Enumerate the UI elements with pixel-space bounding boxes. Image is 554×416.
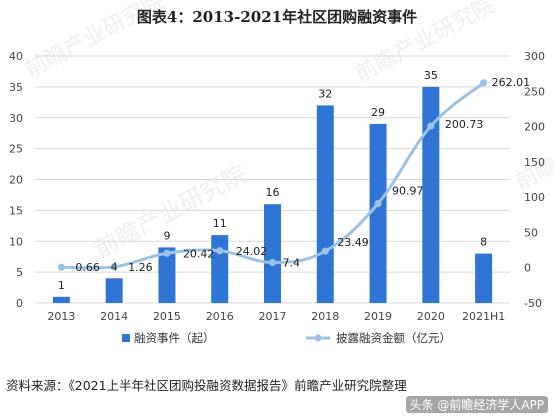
line-point	[57, 263, 65, 271]
line-point	[321, 247, 329, 255]
bar-value-label: 11	[213, 217, 227, 230]
watermark-text: 前瞻产业研究院	[21, 0, 169, 83]
left-tick-label: 30	[9, 112, 23, 125]
left-tick-label: 0	[16, 297, 23, 310]
line-value-label: 23.49	[337, 236, 369, 249]
bar	[316, 105, 334, 304]
chart-title: 图表4：2013-2021年社区团购融资事件	[136, 8, 418, 26]
line-point	[268, 258, 277, 267]
bar-value-label: 9	[163, 229, 170, 242]
line-value-label: 20.42	[183, 247, 215, 260]
line-value-label: 0.66	[75, 261, 100, 274]
bar	[211, 235, 229, 303]
line-point	[480, 79, 488, 87]
bar	[52, 296, 70, 303]
x-tick-label: 2020	[417, 310, 445, 323]
line-value-label: 1.26	[128, 261, 153, 274]
line-point	[216, 247, 224, 255]
bar	[369, 123, 387, 303]
line-path	[61, 81, 485, 270]
line-point	[427, 122, 435, 130]
line-point	[374, 199, 382, 208]
right-tick-label: 250	[524, 85, 545, 98]
bar-value-label: 16	[266, 186, 280, 199]
right-tick-label: 200	[524, 121, 545, 134]
x-tick-label: 2021H1	[462, 310, 505, 323]
axes: 0 5 10 15 20 25 30 35 40 -50 0 50 100 150 200 250 300 201…	[9, 50, 545, 323]
legend-bar-swatch	[122, 334, 130, 342]
bar	[422, 86, 440, 303]
left-tick-label: 25	[9, 143, 23, 156]
bar	[105, 278, 123, 303]
right-tick-label: 100	[524, 191, 545, 204]
source-note: 资料来源：《2021上半年社区团购投融资数据报告》前瞻产业研究院整理	[6, 378, 407, 393]
left-tick-label: 5	[16, 266, 23, 279]
bar-value-label: 1	[58, 279, 65, 292]
left-tick-label: 15	[9, 204, 23, 217]
watermark-text: 前瞻产业研究院	[511, 101, 554, 195]
right-tick-label: -50	[524, 297, 542, 310]
data-labels: 1 4 9 11 16 32 29 35 8 0.66 1.26 20.42 24.02 7.4 23.49…	[58, 69, 530, 292]
left-tick-label: 10	[9, 235, 23, 248]
line-value-label: 24.02	[236, 245, 268, 258]
x-tick-label: 2016	[206, 310, 234, 323]
bar	[264, 204, 281, 303]
line-value-label: 200.73	[445, 118, 484, 131]
legend-line-marker	[314, 334, 322, 342]
line-value-label: 7.4	[283, 256, 301, 269]
bar-value-label: 8	[480, 236, 487, 249]
x-tick-label: 2019	[364, 310, 392, 323]
x-tick-label: 2018	[311, 310, 339, 323]
right-tick-label: 150	[524, 156, 545, 169]
legend: 融资事件（起） 披露融资金额（亿元）	[122, 331, 451, 345]
left-tick-label: 20	[9, 174, 23, 187]
left-tick-label: 35	[9, 81, 23, 94]
x-tick-label: 2017	[259, 310, 287, 323]
right-tick-label: 300	[524, 50, 545, 63]
line-series	[57, 79, 488, 271]
x-tick-label: 2015	[153, 310, 181, 323]
line-point	[110, 263, 118, 271]
line-point	[163, 249, 171, 257]
right-tick-label: 50	[524, 226, 538, 239]
bar-value-label: 32	[318, 87, 332, 100]
corner-watermark: 头条 @前瞻经济学人APP	[405, 396, 548, 413]
x-tick-label: 2013	[47, 310, 75, 323]
x-tick-label: 2014	[100, 310, 128, 323]
right-tick-label: 0	[524, 262, 531, 275]
bar-value-label: 29	[371, 106, 385, 119]
bar-value-label: 4	[111, 260, 118, 273]
legend-line-label: 披露融资金额（亿元）	[336, 331, 451, 345]
legend-bar-label: 融资事件（起）	[134, 331, 215, 345]
line-value-label: 90.97	[392, 185, 424, 198]
left-tick-label: 40	[9, 50, 23, 63]
bar-value-label: 35	[424, 69, 438, 82]
bar	[475, 253, 493, 303]
bar	[158, 247, 176, 303]
line-value-label: 262.01	[492, 76, 530, 89]
